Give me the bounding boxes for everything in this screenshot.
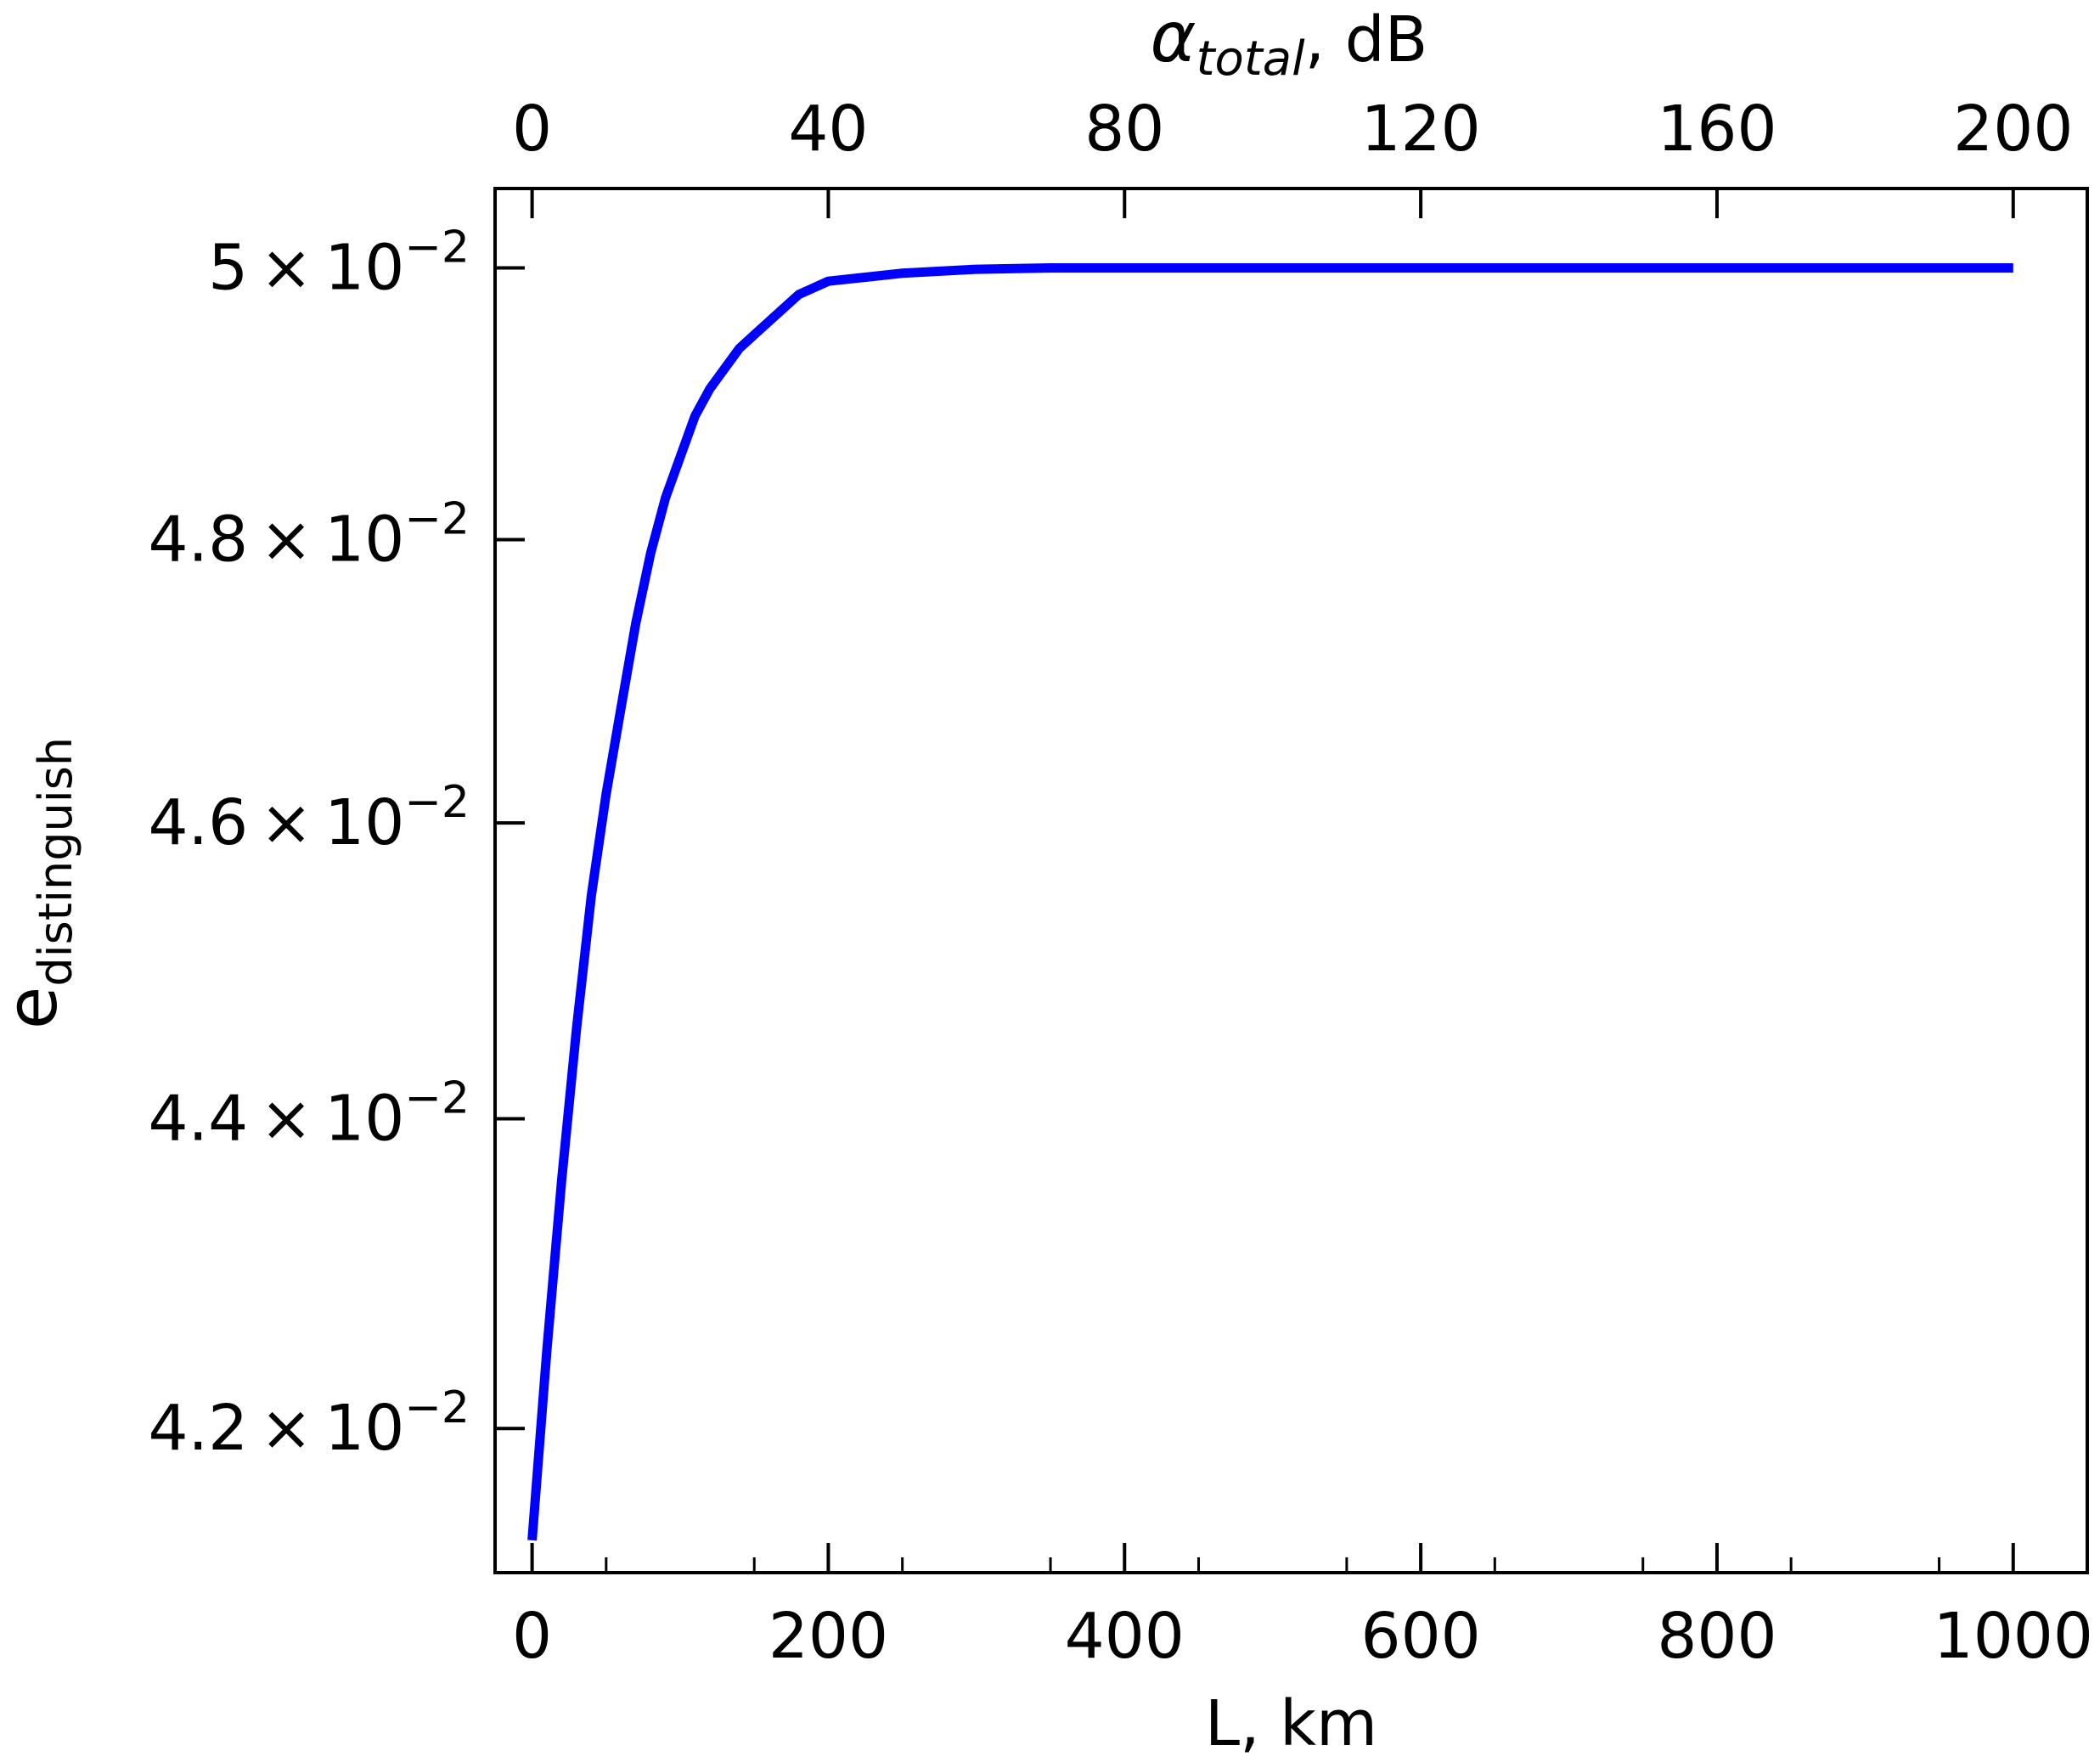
y-axis-label: edistinguish (0, 737, 82, 1029)
y-tick-exponent: −2 (404, 222, 470, 273)
top-x-tick-label: 0 (512, 93, 552, 166)
series-line (527, 263, 2013, 1541)
top-x-axis-label: αtotal, dB (1151, 0, 1428, 87)
y-tick-base: 10 (324, 786, 404, 859)
top-x-tick-label: 160 (1657, 93, 1776, 166)
x-axis-label: L, km (1205, 1687, 1377, 1760)
top-x-axis-label-suffix: , dB (1305, 3, 1428, 76)
y-tick-mantissa: 4.8 (148, 503, 248, 576)
y-axis-label-subscript: distinguish (29, 737, 82, 987)
top-x-tick-label: 40 (788, 93, 868, 166)
y-tick-label: 4.8 × 10−2 (148, 493, 470, 576)
y-tick-exponent: −2 (404, 493, 470, 544)
x-tick-label: 0 (512, 1600, 552, 1673)
y-tick-mantissa: 4.4 (148, 1083, 248, 1156)
y-tick-base: 10 (324, 232, 404, 305)
top-x-axis-label-base: α (1151, 0, 1196, 78)
y-tick-times: × (260, 232, 312, 305)
y-tick-label: 5 × 10−2 (208, 222, 470, 305)
x-tick-label: 1000 (1934, 1600, 2093, 1673)
y-tick-exponent: −2 (404, 1073, 470, 1124)
y-tick-label: 4.2 × 10−2 (148, 1382, 470, 1465)
y-tick-times: × (260, 503, 312, 576)
y-tick-times: × (260, 786, 312, 859)
y-tick-label: 4.6 × 10−2 (148, 777, 470, 859)
top-x-axis-label-subscript: total (1196, 31, 1305, 87)
y-tick-exponent: −2 (404, 777, 470, 828)
top-x-tick-label: 80 (1084, 93, 1164, 166)
axis-ticks (493, 187, 2089, 1574)
y-tick-base: 10 (324, 1083, 404, 1156)
y-tick-mantissa: 5 (208, 232, 248, 305)
y-tick-mantissa: 4.6 (148, 786, 248, 859)
y-tick-label: 4.4 × 10−2 (148, 1073, 470, 1156)
x-tick-label: 600 (1360, 1600, 1480, 1673)
plot-frame (493, 187, 2089, 1574)
y-axis-label-base: e (0, 987, 73, 1029)
y-tick-times: × (260, 1083, 312, 1156)
y-tick-mantissa: 4.2 (148, 1392, 248, 1465)
y-tick-base: 10 (324, 1392, 404, 1465)
x-tick-label: 400 (1065, 1600, 1185, 1673)
x-tick-label: 200 (768, 1600, 888, 1673)
plot-area (527, 263, 2013, 1541)
y-tick-base: 10 (324, 503, 404, 576)
y-tick-exponent: −2 (404, 1382, 470, 1433)
y-tick-times: × (260, 1392, 312, 1465)
x-tick-label: 800 (1657, 1600, 1776, 1673)
top-x-tick-label: 120 (1360, 93, 1480, 166)
top-x-tick-label: 200 (1953, 93, 2073, 166)
